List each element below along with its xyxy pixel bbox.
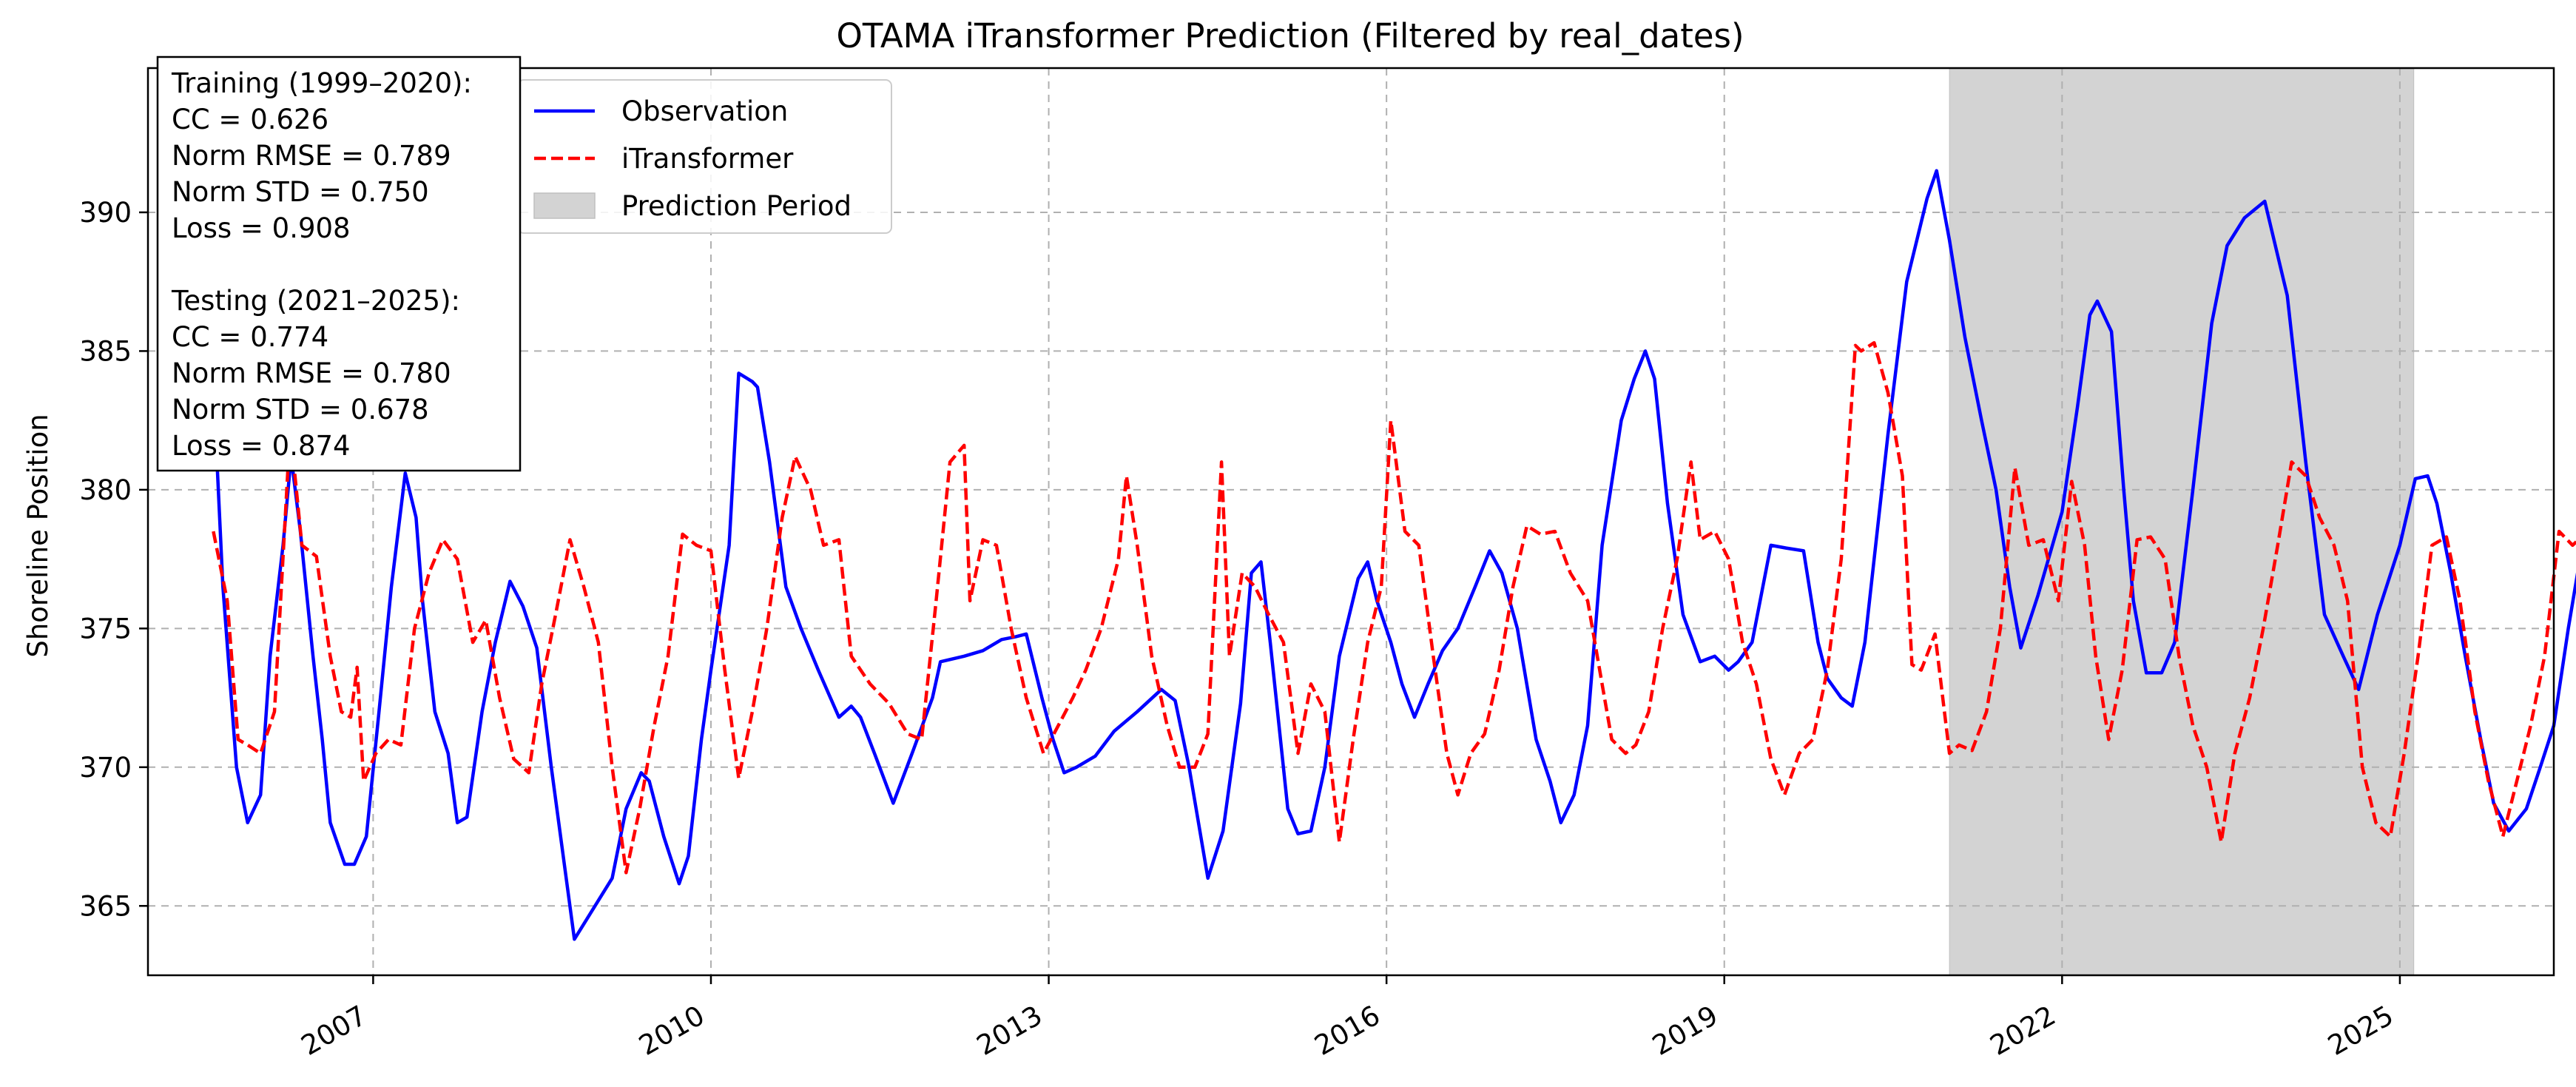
x-tick-label: 2016	[1309, 1000, 1386, 1062]
x-tick-label: 2019	[1647, 1000, 1723, 1062]
legend-label: iTransformer	[621, 143, 794, 175]
y-tick-label: 365	[79, 890, 132, 922]
y-tick-label: 370	[79, 752, 132, 784]
x-tick-label: 2022	[1985, 1000, 2061, 1062]
observation-line	[212, 169, 2576, 941]
itransformer-line	[212, 340, 2576, 875]
x-tick-label: 2010	[633, 1000, 709, 1062]
x-tick-label: 2025	[2322, 1000, 2398, 1062]
x-tick-label: 2013	[971, 1000, 1048, 1062]
prediction-period-shade	[1949, 67, 2415, 976]
y-tick-label: 390	[79, 197, 132, 229]
y-tick-label: 385	[79, 335, 132, 367]
stats-line: Training (1999–2020):	[171, 67, 472, 99]
stats-line: CC = 0.626	[172, 104, 328, 135]
stats-line: Norm STD = 0.750	[172, 176, 429, 208]
y-tick-label: 380	[79, 474, 132, 506]
legend-label: Prediction Period	[621, 190, 852, 222]
stats-line: Norm RMSE = 0.789	[172, 140, 451, 172]
legend-label: Observation	[621, 95, 788, 127]
stats-line: Norm STD = 0.678	[172, 394, 429, 425]
plot-frame	[146, 67, 2555, 977]
x-tick-label: 2007	[296, 1000, 372, 1062]
stats-line: Loss = 0.874	[172, 430, 351, 462]
stats-line: Norm RMSE = 0.780	[172, 357, 451, 389]
stats-line: Testing (2021–2025):	[171, 285, 460, 317]
stats-line: Loss = 0.908	[172, 212, 351, 244]
stats-line: CC = 0.774	[172, 321, 328, 353]
stats-box	[156, 55, 522, 472]
y-tick-label: 375	[79, 613, 132, 645]
chart-title: OTAMA iTransformer Prediction (Filtered …	[836, 16, 1744, 55]
legend-swatch-prediction-period	[533, 192, 596, 219]
y-axis-label: Shoreline Position	[22, 414, 54, 657]
